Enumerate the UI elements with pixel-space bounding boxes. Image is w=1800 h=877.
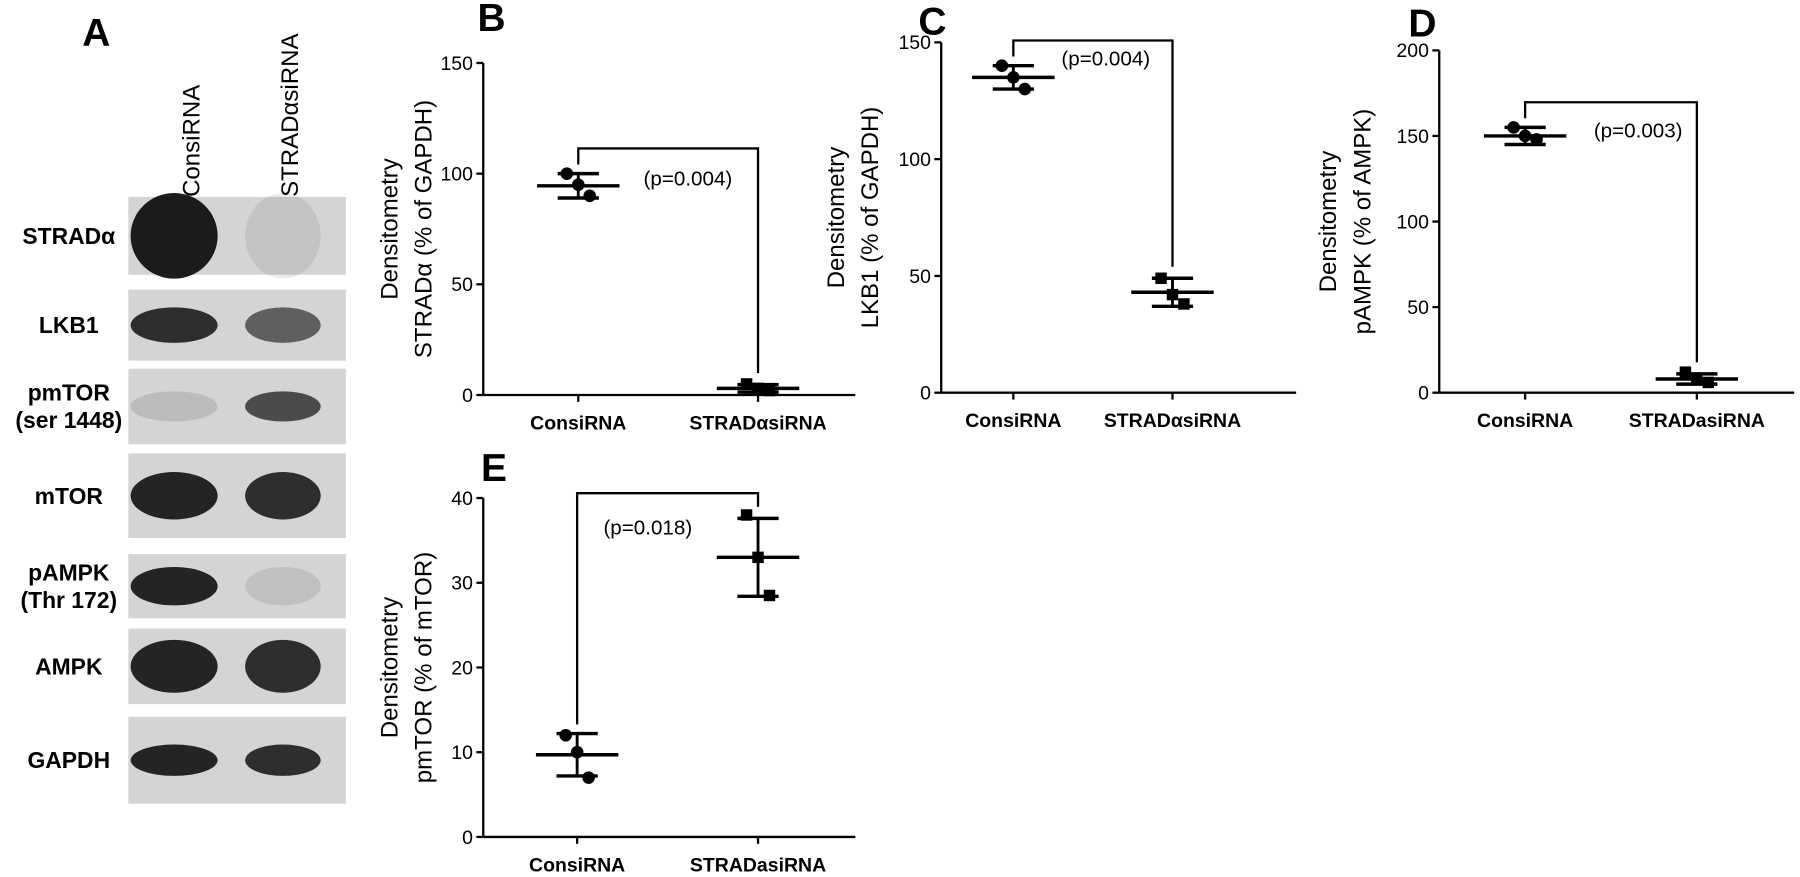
x-tick-label: ConsiRNA	[530, 412, 626, 434]
x-tick-label: STRADasiRNA	[1629, 410, 1765, 432]
data-point	[1702, 376, 1715, 389]
data-point	[583, 189, 597, 203]
annotation: (p=0.018)	[603, 517, 692, 540]
x-tick-label: ConsiRNA	[529, 854, 625, 876]
data-point	[570, 745, 584, 759]
y-tick-label: 200	[1396, 40, 1429, 62]
annotation: (p=0.003)	[1594, 119, 1683, 142]
y-tick-label: 0	[462, 827, 473, 849]
row-label: pmTOR	[28, 380, 111, 406]
y-tick-label: 50	[909, 266, 931, 288]
y-axis-label: Densitometry	[1315, 151, 1342, 293]
blot-band	[245, 639, 321, 693]
data-point	[571, 178, 585, 192]
y-tick-label: 0	[920, 383, 931, 405]
blot-band	[130, 566, 218, 606]
row-label: (Thr 172)	[20, 587, 117, 613]
panel-label: B	[478, 0, 506, 40]
significance-bracket	[575, 492, 760, 725]
y-axis-label: pAMPK (% of AMPK)	[1350, 109, 1377, 335]
y-tick-label: 50	[451, 274, 473, 296]
x-tick-label: ConsiRNA	[965, 410, 1061, 432]
blot-band	[130, 639, 218, 693]
blot-band	[245, 391, 321, 422]
data-point	[1178, 298, 1190, 310]
data-point	[740, 378, 753, 390]
data-point	[1155, 272, 1167, 284]
y-tick-label: 0	[462, 385, 473, 407]
y-tick-label: 150	[440, 53, 473, 75]
blot-band	[245, 566, 321, 606]
data-point	[752, 382, 764, 395]
data-point	[763, 384, 776, 397]
row-label: (ser 1448)	[15, 407, 122, 433]
panel-label: C	[918, 0, 946, 43]
x-tick-label: STRADαsiRNA	[1104, 410, 1241, 432]
panel-label: E	[481, 447, 507, 490]
data-point	[560, 167, 574, 180]
data-point	[1166, 288, 1179, 301]
y-axis-label: STRADα (% of GAPDH)	[411, 100, 438, 358]
data-point	[559, 728, 572, 742]
data-point	[1007, 71, 1020, 84]
y-tick-label: 0	[1418, 383, 1429, 405]
y-tick-label: 150	[898, 32, 931, 54]
data-point	[1530, 133, 1543, 146]
blot-band	[245, 307, 321, 343]
row-label: pAMPK	[28, 559, 110, 585]
y-axis-label: Densitometry	[376, 158, 403, 300]
blot-band	[245, 472, 321, 520]
y-tick-label: 10	[451, 742, 473, 764]
annotation: (p=0.004)	[1061, 47, 1150, 70]
y-tick-label: 20	[451, 657, 473, 679]
lane-label: STRADαsiRNA	[277, 33, 304, 196]
y-tick-label: 100	[898, 149, 931, 171]
data-point	[752, 551, 764, 564]
blot-band	[130, 307, 218, 343]
y-axis-label: LKB1 (% of GAPDH)	[857, 107, 884, 329]
x-tick-label: STRADαsiRNA	[689, 412, 826, 434]
x-tick-label: STRADasiRNA	[690, 854, 826, 876]
blot-band	[130, 391, 218, 422]
y-axis-label: Densitometry	[376, 597, 403, 739]
data-point	[763, 589, 776, 602]
row-label: mTOR	[35, 483, 104, 509]
blot-band	[245, 193, 321, 279]
row-label: STRADα	[22, 223, 115, 249]
data-point	[1691, 373, 1703, 385]
annotation: (p=0.004)	[644, 167, 733, 190]
y-tick-label: 30	[451, 573, 473, 595]
data-point	[582, 771, 595, 784]
y-tick-label: 50	[1407, 297, 1429, 319]
data-point	[1679, 366, 1692, 378]
row-label: AMPK	[35, 653, 103, 679]
significance-bracket	[1012, 39, 1174, 267]
row-label: LKB1	[39, 312, 99, 338]
y-tick-label: 100	[1396, 211, 1429, 233]
data-point	[1518, 129, 1532, 143]
blot-band	[130, 193, 218, 279]
blot-band	[245, 744, 321, 776]
blot-band	[130, 472, 218, 520]
row-label: GAPDH	[27, 747, 110, 773]
y-tick-label: 150	[1396, 126, 1429, 148]
significance-bracket	[1523, 101, 1699, 363]
data-point	[1507, 121, 1520, 134]
data-point	[1018, 82, 1032, 96]
significance-bracket	[577, 147, 760, 374]
y-tick-label: 100	[440, 164, 473, 186]
y-axis-label: pmTOR (% of mTOR)	[411, 552, 438, 783]
data-point	[740, 509, 753, 521]
y-tick-label: 40	[451, 488, 473, 510]
blot-band	[130, 744, 218, 776]
lane-label: ConsiRNA	[178, 85, 205, 197]
y-axis-label: Densitometry	[823, 147, 850, 289]
panel-label: D	[1408, 3, 1436, 46]
x-tick-label: ConsiRNA	[1477, 410, 1573, 432]
data-point	[995, 59, 1009, 73]
panel-label: A	[82, 12, 110, 55]
